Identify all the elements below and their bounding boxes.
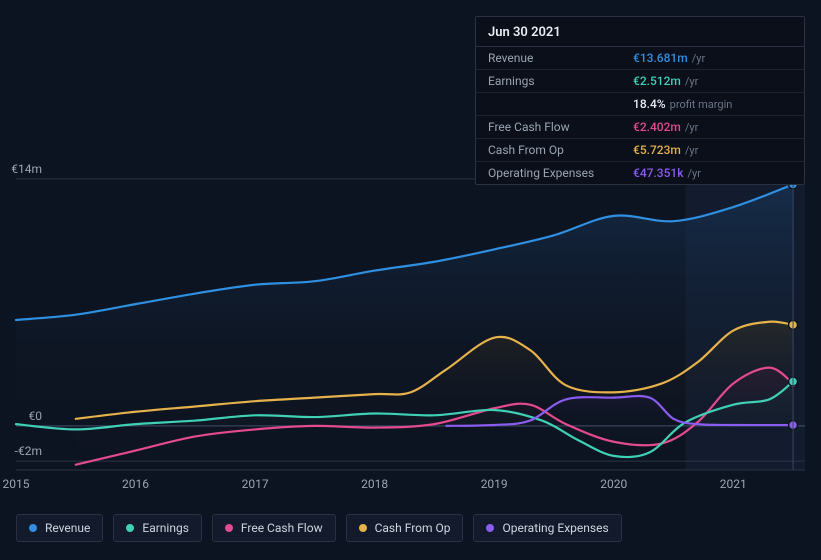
tooltip-metric-value: €47.351k <box>633 166 684 180</box>
legend-dot-icon <box>29 524 37 532</box>
svg-text:€14m: €14m <box>11 162 42 176</box>
legend-label: Operating Expenses <box>502 521 608 535</box>
legend-label: Revenue <box>45 521 90 535</box>
tooltip-metric-value: 18.4% <box>633 97 666 111</box>
tooltip-metric-value: €2.512m <box>633 74 681 88</box>
tooltip-metric-label: Free Cash Flow <box>488 120 633 134</box>
tooltip-metric-suffix: /yr <box>685 121 698 134</box>
hover-tooltip: Jun 30 2021 Revenue€13.681m/yrEarnings€2… <box>475 16 805 185</box>
tooltip-row: Cash From Op€5.723m/yr <box>476 139 804 162</box>
financial-chart: -€2m€0€14m2015201620172018201920202021 J… <box>0 0 821 560</box>
svg-text:2019: 2019 <box>481 477 508 491</box>
legend-item-earnings[interactable]: Earnings <box>113 514 202 542</box>
svg-text:2018: 2018 <box>361 477 388 491</box>
legend-dot-icon <box>359 524 367 532</box>
tooltip-row: Earnings€2.512m/yr <box>476 70 804 93</box>
tooltip-metric-label: Operating Expenses <box>488 166 633 180</box>
tooltip-metric-suffix: /yr <box>685 75 698 88</box>
tooltip-row: Operating Expenses€47.351k/yr <box>476 162 804 184</box>
svg-text:2020: 2020 <box>600 477 627 491</box>
tooltip-metric-label: Earnings <box>488 74 633 88</box>
legend-dot-icon <box>225 524 233 532</box>
legend-dot-icon <box>486 524 494 532</box>
tooltip-row: Revenue€13.681m/yr <box>476 47 804 70</box>
legend-dot-icon <box>126 524 134 532</box>
legend-label: Cash From Op <box>375 521 451 535</box>
legend-item-revenue[interactable]: Revenue <box>16 514 103 542</box>
tooltip-metric-suffix: /yr <box>688 167 701 180</box>
tooltip-row: 18.4% profit margin <box>476 93 804 116</box>
tooltip-metric-suffix: /yr <box>685 144 698 157</box>
chart-legend: Revenue Earnings Free Cash Flow Cash From O… <box>16 514 622 542</box>
svg-text:2016: 2016 <box>122 477 149 491</box>
svg-text:2015: 2015 <box>3 477 30 491</box>
legend-item-cash-from-op[interactable]: Cash From Op <box>346 514 464 542</box>
tooltip-metric-suffix: profit margin <box>670 98 733 111</box>
tooltip-metric-suffix: /yr <box>692 52 705 65</box>
svg-text:-€2m: -€2m <box>15 444 42 458</box>
tooltip-metric-value: €5.723m <box>633 143 681 157</box>
legend-item-free-cash-flow[interactable]: Free Cash Flow <box>212 514 336 542</box>
svg-text:2017: 2017 <box>242 477 269 491</box>
tooltip-row: Free Cash Flow€2.402m/yr <box>476 116 804 139</box>
svg-text:2021: 2021 <box>720 477 747 491</box>
legend-label: Free Cash Flow <box>241 521 323 535</box>
tooltip-date: Jun 30 2021 <box>476 17 804 47</box>
tooltip-metric-label: Cash From Op <box>488 143 633 157</box>
tooltip-metric-value: €2.402m <box>633 120 681 134</box>
tooltip-metric-label: Revenue <box>488 51 633 65</box>
tooltip-metric-value: €13.681m <box>633 51 688 65</box>
legend-label: Earnings <box>142 521 189 535</box>
legend-item-operating-expenses[interactable]: Operating Expenses <box>473 514 621 542</box>
